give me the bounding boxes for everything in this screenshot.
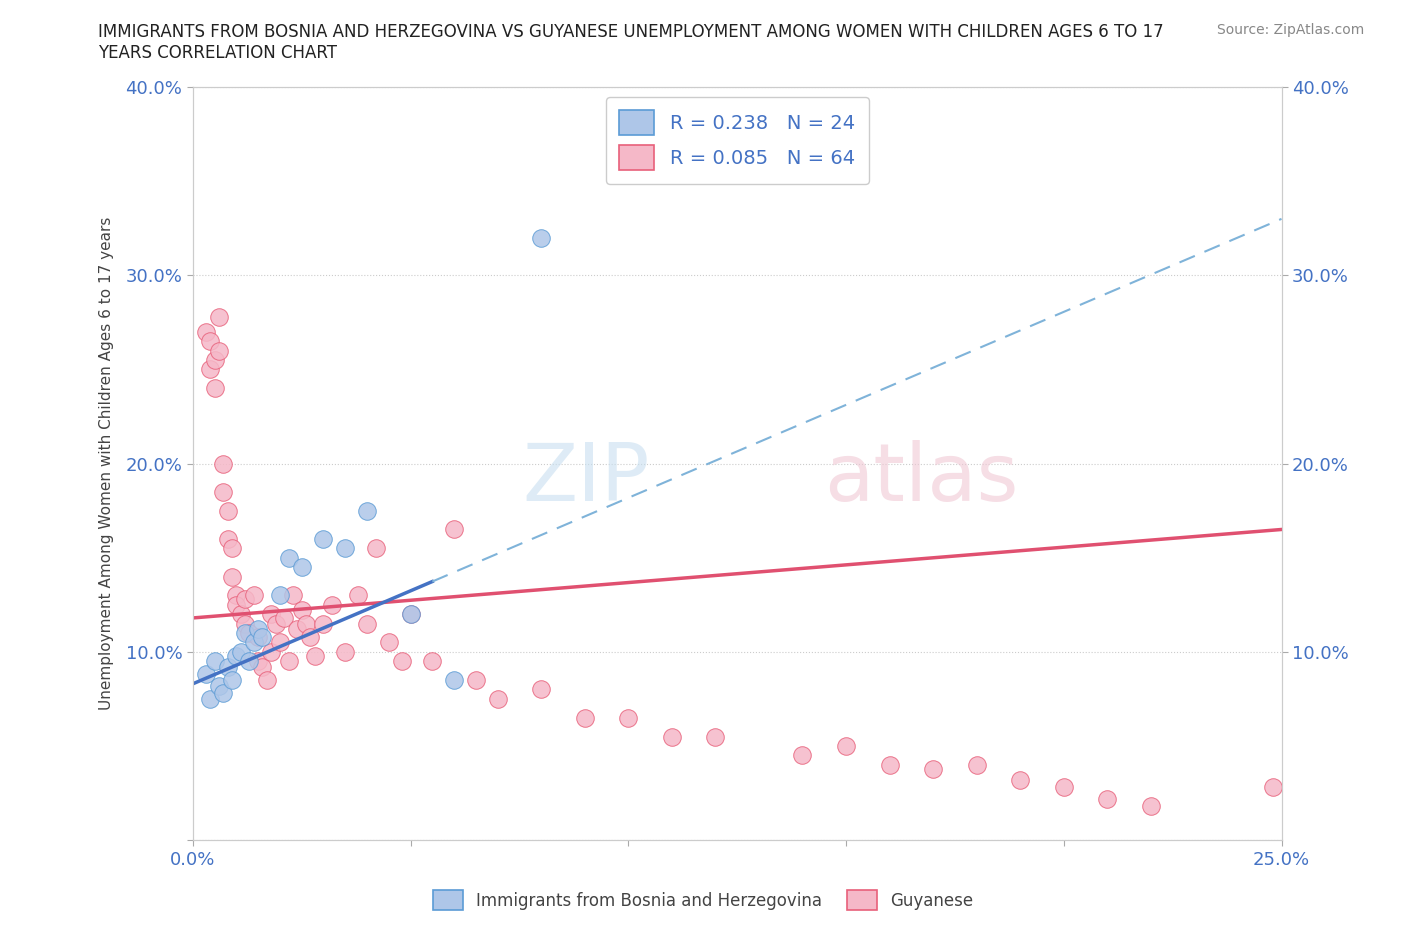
Point xyxy=(464,672,486,687)
Point xyxy=(312,531,335,546)
Point xyxy=(225,597,247,612)
Point xyxy=(260,606,283,621)
Text: YEARS CORRELATION CHART: YEARS CORRELATION CHART xyxy=(98,44,337,61)
Point xyxy=(748,117,770,132)
Point xyxy=(252,630,274,644)
Point xyxy=(792,748,814,763)
Point xyxy=(321,597,343,612)
Point xyxy=(208,343,231,358)
Point xyxy=(377,635,399,650)
Point xyxy=(229,606,252,621)
Point xyxy=(574,711,596,725)
Y-axis label: Unemployment Among Women with Children Ages 6 to 17 years: Unemployment Among Women with Children A… xyxy=(100,217,114,711)
Point xyxy=(247,622,270,637)
Point xyxy=(530,682,553,697)
Point xyxy=(486,692,509,707)
Point xyxy=(277,654,299,669)
Point xyxy=(269,635,291,650)
Text: IMMIGRANTS FROM BOSNIA AND HERZEGOVINA VS GUYANESE UNEMPLOYMENT AMONG WOMEN WITH: IMMIGRANTS FROM BOSNIA AND HERZEGOVINA V… xyxy=(98,23,1164,41)
Point xyxy=(312,617,335,631)
Legend: R = 0.238   N = 24, R = 0.085   N = 64: R = 0.238 N = 24, R = 0.085 N = 64 xyxy=(606,97,869,184)
Point xyxy=(212,685,235,700)
Point xyxy=(260,644,283,659)
Point xyxy=(269,588,291,603)
Point xyxy=(198,692,221,707)
Point xyxy=(217,531,239,546)
Point xyxy=(295,617,318,631)
Point xyxy=(198,334,221,349)
Point xyxy=(252,659,274,674)
Point xyxy=(364,541,387,556)
Point xyxy=(273,610,295,625)
Point xyxy=(242,588,264,603)
Point xyxy=(229,644,252,659)
Point xyxy=(212,456,235,471)
Point xyxy=(835,738,858,753)
Point xyxy=(242,635,264,650)
Text: Source: ZipAtlas.com: Source: ZipAtlas.com xyxy=(1216,23,1364,37)
Point xyxy=(256,672,278,687)
Point xyxy=(391,654,413,669)
Point xyxy=(225,588,247,603)
Legend: Immigrants from Bosnia and Herzegovina, Guyanese: Immigrants from Bosnia and Herzegovina, … xyxy=(426,884,980,917)
Point xyxy=(247,630,270,644)
Point xyxy=(530,231,553,246)
Text: ZIP: ZIP xyxy=(523,440,650,518)
Point xyxy=(208,310,231,325)
Point xyxy=(299,630,322,644)
Point xyxy=(617,711,640,725)
Point xyxy=(217,503,239,518)
Point xyxy=(1097,791,1119,806)
Point xyxy=(879,757,901,772)
Point xyxy=(233,626,256,641)
Point xyxy=(225,648,247,663)
Point xyxy=(356,503,378,518)
Point xyxy=(204,654,226,669)
Point xyxy=(233,617,256,631)
Point xyxy=(277,551,299,565)
Point xyxy=(420,654,443,669)
Point xyxy=(221,672,243,687)
Point xyxy=(194,667,217,682)
Point xyxy=(1010,773,1032,788)
Point xyxy=(1140,799,1163,814)
Point xyxy=(281,588,304,603)
Point xyxy=(204,381,226,396)
Point xyxy=(399,606,422,621)
Point xyxy=(247,654,270,669)
Point xyxy=(221,569,243,584)
Point xyxy=(198,362,221,377)
Point xyxy=(238,654,260,669)
Text: atlas: atlas xyxy=(824,440,1018,518)
Point xyxy=(335,541,357,556)
Point xyxy=(194,325,217,339)
Point xyxy=(347,588,370,603)
Point xyxy=(208,678,231,693)
Point xyxy=(291,603,314,618)
Point xyxy=(1261,780,1284,795)
Point xyxy=(661,729,683,744)
Point xyxy=(238,626,260,641)
Point xyxy=(204,352,226,367)
Point xyxy=(217,659,239,674)
Point xyxy=(221,541,243,556)
Point xyxy=(1053,780,1076,795)
Point xyxy=(335,644,357,659)
Point xyxy=(304,648,326,663)
Point xyxy=(264,617,287,631)
Point xyxy=(966,757,988,772)
Point xyxy=(212,485,235,499)
Point xyxy=(356,617,378,631)
Point xyxy=(922,761,945,776)
Point xyxy=(443,672,465,687)
Point xyxy=(285,622,308,637)
Point xyxy=(233,591,256,606)
Point xyxy=(291,560,314,575)
Point xyxy=(443,522,465,537)
Point xyxy=(704,729,727,744)
Point xyxy=(399,606,422,621)
